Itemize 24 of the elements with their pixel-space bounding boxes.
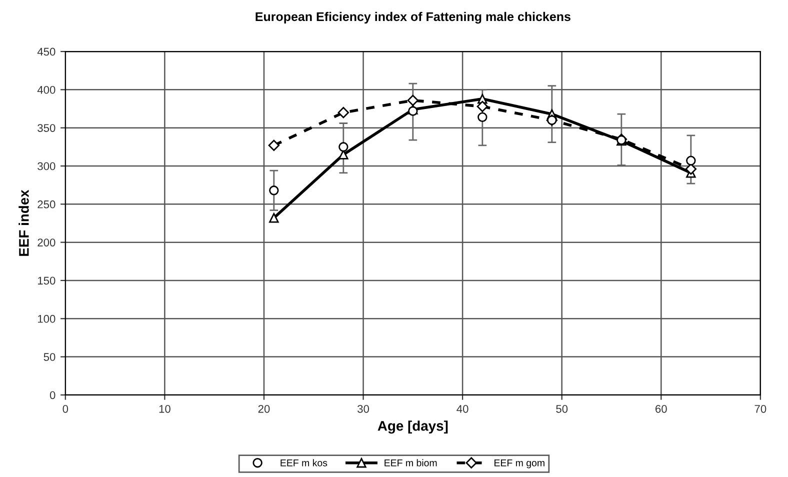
x-tick-label: 50 — [556, 404, 568, 413]
y-tick-label: 150 — [38, 276, 56, 285]
y-tick-label: 50 — [44, 353, 56, 361]
y-tick-label: 400 — [37, 86, 56, 94]
legend-label: EEF m kos — [280, 459, 328, 466]
x-tick-label: 40 — [456, 404, 468, 413]
y-tick-label: 300 — [38, 162, 56, 170]
y-tick-label: 0 — [50, 391, 56, 400]
legend-label: EEF m biom — [384, 459, 437, 466]
chart-title: European Eficiency index of Fattening male chickens — [256, 12, 570, 24]
legend-label: EEF m gom — [494, 460, 544, 468]
y-tick-label: 200 — [38, 238, 56, 246]
y-tick-label: 450 — [37, 48, 56, 56]
y-tick-label: 100 — [38, 314, 56, 323]
x-tick-label: 20 — [258, 404, 270, 413]
y-tick-label: 250 — [38, 200, 56, 208]
y-tick-label: 350 — [38, 124, 56, 132]
x-tick-label: 60 — [656, 404, 667, 413]
x-tick-label: 10 — [159, 404, 170, 413]
x-axis-title: Age [days] — [378, 420, 448, 434]
x-tick-label: 70 — [754, 404, 766, 413]
x-tick-label: 30 — [358, 404, 370, 413]
x-tick-label: 0 — [62, 404, 68, 413]
y-axis-title: EEF index — [18, 190, 29, 256]
